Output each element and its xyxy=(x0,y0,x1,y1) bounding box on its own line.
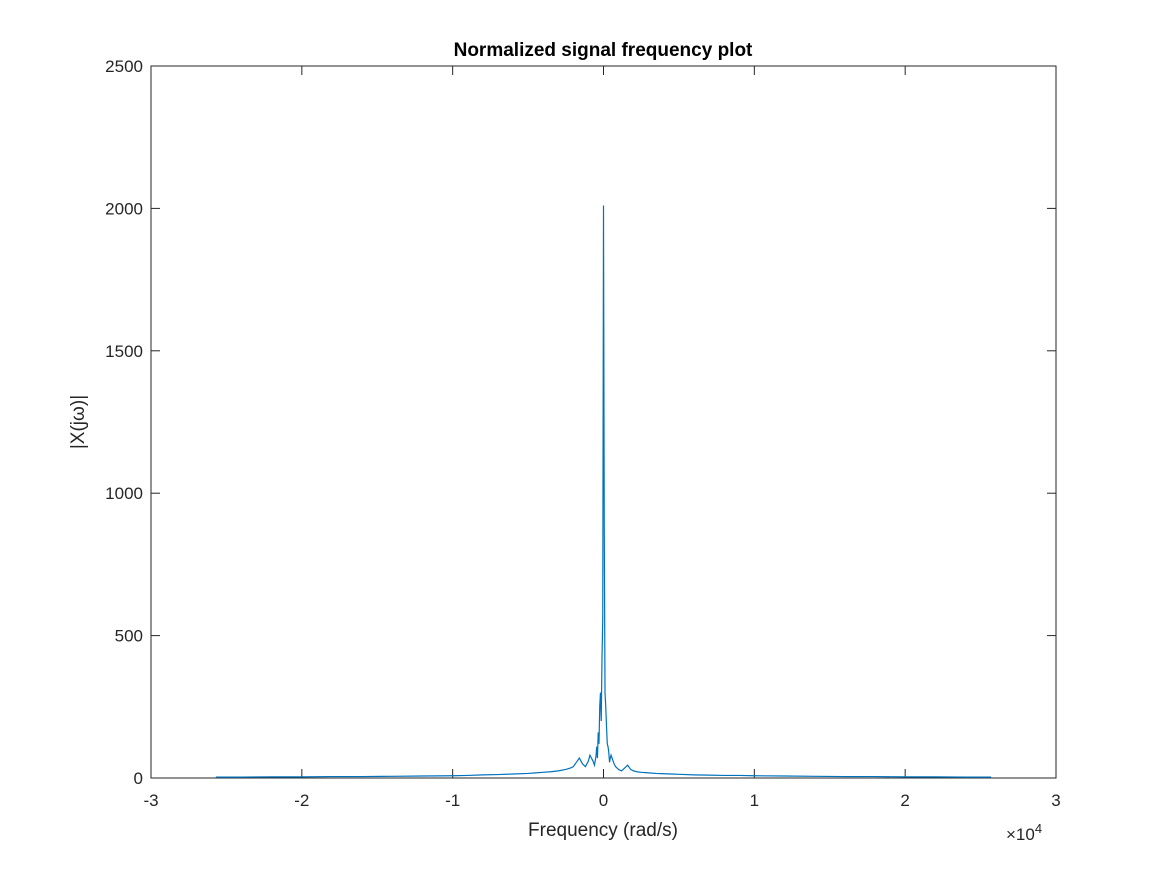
x-axis-label: Frequency (rad/s) xyxy=(528,820,678,841)
x-axis-ticks: -3 -2 -1 0 1 2 3 xyxy=(143,66,1061,810)
x-tick-label: 0 xyxy=(599,791,608,810)
y-tick-label: 500 xyxy=(115,627,143,646)
x-axis-exponent-power: 4 xyxy=(1035,821,1042,836)
x-axis-exponent: ×104 xyxy=(1006,821,1042,844)
y-axis-ticks: 0 500 1000 1500 2000 2500 xyxy=(105,57,1056,788)
x-tick-label: 2 xyxy=(900,791,909,810)
y-tick-label: 1000 xyxy=(105,484,143,503)
x-axis-exponent-base: ×10 xyxy=(1006,825,1035,844)
y-axis-label: |X(jω)| xyxy=(68,395,89,449)
x-tick-label: -2 xyxy=(294,791,309,810)
plot-area: -3 -2 -1 0 1 2 3 0 500 1000 1500 2000 2500 xyxy=(105,57,1061,810)
x-tick-label: -3 xyxy=(143,791,158,810)
x-tick-label: 1 xyxy=(750,791,759,810)
x-tick-label: -1 xyxy=(445,791,460,810)
x-tick-label: 3 xyxy=(1051,791,1060,810)
y-tick-label: 0 xyxy=(134,769,143,788)
series-line xyxy=(215,205,992,778)
y-tick-label: 2500 xyxy=(105,57,143,76)
chart-title: Normalized signal frequency plot xyxy=(454,40,753,61)
y-tick-label: 2000 xyxy=(105,199,143,218)
y-tick-label: 1500 xyxy=(105,342,143,361)
